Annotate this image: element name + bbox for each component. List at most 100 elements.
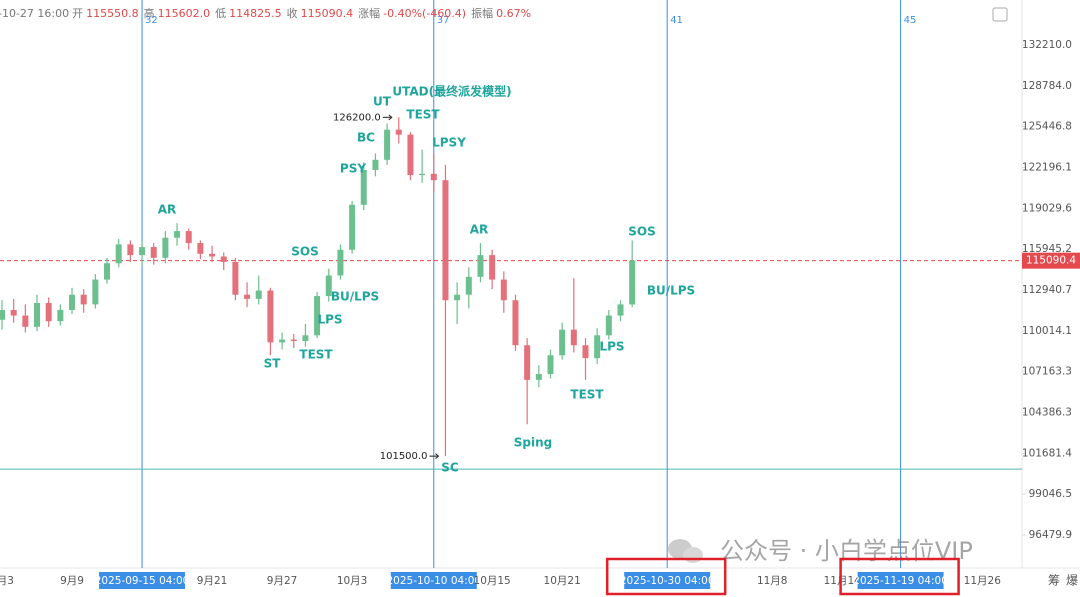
y-tick-label: 101681.4 <box>1022 447 1072 459</box>
time-highlight <box>857 572 944 589</box>
candle-body <box>512 300 519 346</box>
candle-body <box>477 255 484 277</box>
time-highlight <box>624 572 711 589</box>
watermark: 公众号 · 小白学点位VIP <box>720 537 973 565</box>
candle-body <box>69 294 76 310</box>
x-tick-label: 9月9 <box>60 575 84 587</box>
candle-body <box>524 345 531 380</box>
wyckoff-label: SOS <box>291 245 319 259</box>
footer-button[interactable]: 爆 <box>1066 574 1078 588</box>
header-text: 开 <box>72 7 84 20</box>
wyckoff-label: BU/LPS <box>647 284 695 298</box>
candle-body <box>57 309 64 322</box>
candle-body <box>617 304 624 316</box>
candle-body <box>442 180 449 301</box>
candle-body <box>104 263 111 280</box>
header-text: 低 <box>215 7 227 20</box>
y-tick-label: 104386.3 <box>1022 407 1072 419</box>
y-tick-label: 96479.9 <box>1029 529 1072 541</box>
extreme-label: 126200.0 <box>333 112 381 123</box>
candle-body <box>570 329 577 346</box>
candle-body <box>174 231 181 238</box>
x-tick-label: 11月14 <box>824 575 862 587</box>
header-text: 5-10-27 16:00 <box>0 7 70 20</box>
candle-body <box>535 374 542 380</box>
y-tick-label: 128784.0 <box>1022 80 1072 92</box>
header-text: 115602.0 <box>157 7 211 20</box>
header-text: 收 <box>286 7 298 20</box>
candle-body <box>290 339 297 341</box>
candle-body <box>489 255 496 280</box>
header-text: 115550.8 <box>86 7 139 20</box>
header-text: 114825.5 <box>229 7 282 20</box>
candle-body <box>372 159 379 170</box>
extreme-arrow-head <box>388 114 393 121</box>
candle-body <box>500 279 507 301</box>
x-tick-label: 2025-10-30 04:00 <box>620 575 715 587</box>
wyckoff-label: PSY <box>340 162 366 176</box>
x-tick-label: 11月8 <box>757 575 788 587</box>
x-tick-label: 10月15 <box>474 575 511 587</box>
wyckoff-label: TEST <box>299 348 333 362</box>
candle-body <box>162 237 169 258</box>
candle-body <box>629 260 636 305</box>
header-text: 0.67% <box>496 7 532 20</box>
x-tick-label: 9月27 <box>267 575 298 587</box>
y-tick-label: 110014.1 <box>1022 325 1072 337</box>
candle-body <box>325 275 332 297</box>
header-text: 振幅 <box>471 7 494 20</box>
candle-body <box>559 329 566 356</box>
header-text: 115090.4 <box>300 7 354 20</box>
candle-body <box>279 339 286 343</box>
candle-body <box>454 294 461 301</box>
candle-body <box>582 345 589 359</box>
fullscreen-icon[interactable] <box>992 7 1008 22</box>
candle-body <box>0 309 5 320</box>
candle-body <box>10 309 17 316</box>
candle-body <box>220 256 227 262</box>
time-highlight <box>99 572 186 589</box>
x-tick-label: 9月3 <box>0 575 14 587</box>
wyckoff-label: BU/LPS <box>331 290 379 304</box>
candle-body <box>34 303 41 327</box>
candle-body <box>127 244 134 256</box>
footer-button[interactable]: 筹 <box>1048 574 1060 588</box>
x-tick-label: 2025-11-19 04:00 <box>853 575 948 587</box>
candle-body <box>197 243 204 254</box>
watermark-group: 公众号 · 小白学点位VIP <box>668 537 973 565</box>
candle-body <box>45 303 52 322</box>
wyckoff-label: UTAD(最终派发模型) <box>392 84 511 99</box>
x-tick-label: 10月21 <box>544 575 581 587</box>
y-tick-label: 115945.2 <box>1022 243 1072 255</box>
wyckoff-label: LPSY <box>432 136 466 150</box>
x-tick-label: 11月26 <box>964 575 1002 587</box>
marker-label: 32 <box>145 15 158 26</box>
candle-body <box>92 279 99 305</box>
marker-label: 41 <box>670 15 683 26</box>
candle-body <box>360 169 367 205</box>
marker-label: 45 <box>904 15 917 26</box>
candle-body <box>115 244 122 264</box>
x-tick-label: 10月3 <box>337 575 368 587</box>
candle-body <box>349 204 356 250</box>
highlight-frame <box>605 557 727 596</box>
extreme-arrow-head <box>435 453 440 460</box>
candle-body <box>139 247 146 256</box>
header-text: -0.40%(-460.4) <box>383 7 467 20</box>
last-price-label: 115090.4 <box>1026 255 1076 267</box>
candle-body <box>185 231 192 244</box>
candle-body <box>244 294 251 299</box>
wyckoff-label: BC <box>357 131 375 145</box>
y-tick-label: 99046.5 <box>1029 488 1072 500</box>
candle-body <box>267 290 274 343</box>
plot <box>0 0 1022 568</box>
y-tick-label: 119029.6 <box>1022 202 1072 214</box>
candle-body <box>419 173 426 176</box>
wyckoff-label: TEST <box>406 108 440 122</box>
x-tick-label: 2025-10-10 04:00 <box>386 575 481 587</box>
candle-body <box>384 129 391 160</box>
header-text: 高 <box>143 7 155 20</box>
